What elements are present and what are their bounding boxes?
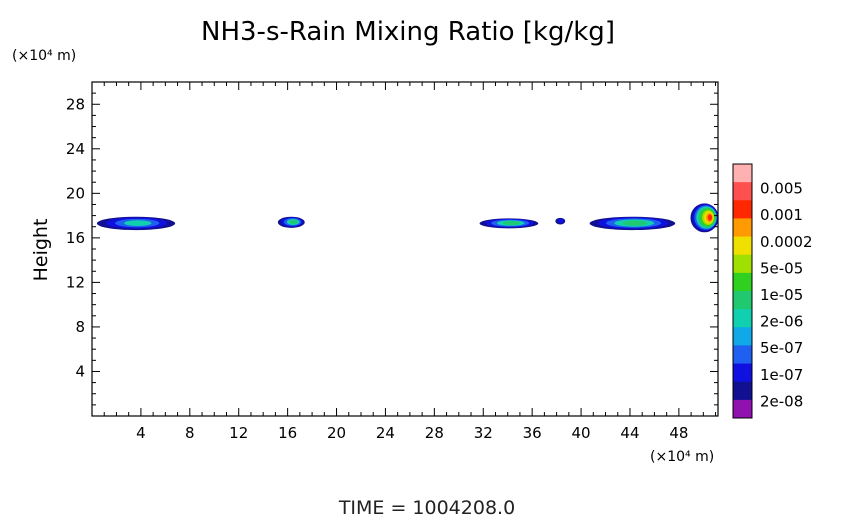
x-tick-label: 8 — [185, 424, 195, 442]
contour-feature — [479, 218, 539, 229]
contour-level — [557, 218, 564, 224]
contour-level — [707, 214, 713, 221]
colorbar — [732, 163, 753, 419]
x-tick-label: 24 — [376, 424, 395, 442]
colorbar-swatch — [733, 309, 752, 328]
contour-feature — [589, 216, 676, 231]
axis-ticks — [92, 82, 718, 416]
colorbar-swatch — [733, 399, 752, 419]
x-tick-label: 16 — [278, 424, 297, 442]
colorbar-swatch — [733, 218, 752, 238]
colorbar-swatch — [733, 327, 752, 346]
x-tick-label: 48 — [669, 424, 688, 442]
colorbar-label: 0.001 — [760, 206, 803, 224]
colorbar-label: 1e-07 — [760, 366, 803, 384]
contour-level — [289, 219, 298, 225]
plot-frame — [91, 81, 719, 417]
colorbar-swatch — [733, 182, 752, 201]
colorbar-swatch — [733, 200, 752, 219]
y-tick-label: 20 — [66, 184, 85, 202]
x-tick-label: 32 — [474, 424, 493, 442]
time-label: TIME = 1004208.0 — [338, 497, 515, 519]
contour-feature — [277, 216, 305, 228]
y-tick-label: 16 — [66, 229, 85, 247]
y-tick-label: 8 — [75, 318, 85, 336]
y-tick-label: 28 — [66, 95, 85, 113]
colorbar-label: 5e-05 — [760, 259, 803, 277]
colorbar-swatch — [733, 291, 752, 310]
colorbar-label: 2e-08 — [760, 392, 803, 410]
x-tick-label: 12 — [229, 424, 248, 442]
contour-level — [502, 221, 520, 225]
x-tick-label: 20 — [327, 424, 346, 442]
y-tick-label: 24 — [66, 140, 85, 158]
colorbar-label: 5e-07 — [760, 339, 803, 357]
colorbar-label: 2e-06 — [760, 313, 803, 331]
x-tick-label: 36 — [523, 424, 542, 442]
colorbar-swatch — [733, 236, 752, 256]
x-tick-label: 28 — [425, 424, 444, 442]
colorbar-swatch — [733, 363, 752, 383]
x-tick-label: 40 — [572, 424, 591, 442]
contour-feature — [96, 216, 176, 231]
colorbar-label: 0.0002 — [760, 233, 813, 251]
colorbar-swatch — [733, 272, 752, 292]
x-tick-label: 44 — [620, 424, 639, 442]
colorbar-swatch — [733, 381, 752, 401]
contour-level — [622, 220, 648, 226]
colorbar-label: 0.005 — [760, 180, 803, 198]
y-axis-label: Height — [30, 219, 52, 282]
x-axis-unit: (×10⁴ m) — [650, 449, 714, 465]
y-axis-unit: (×10⁴ m) — [12, 48, 76, 64]
contour-feature — [690, 203, 719, 233]
y-tick-label: 4 — [75, 362, 85, 380]
contour-level — [124, 220, 152, 226]
colorbar-labels: 0.005 0.001 0.0002 5e-05 1e-05 2e-06 5e-07 1e-0… — [760, 180, 813, 411]
colorbar-swatch — [733, 164, 752, 183]
colorbar-label: 1e-05 — [760, 286, 803, 304]
y-tick-label: 12 — [66, 273, 85, 291]
colorbar-frame — [732, 163, 753, 419]
contour-feature — [555, 217, 566, 225]
x-tick-label: 4 — [136, 424, 146, 442]
colorbar-swatch — [733, 345, 752, 365]
contour-field — [96, 203, 719, 233]
chart-title: NH3-s-Rain Mixing Ratio [kg/kg] — [201, 17, 615, 47]
colorbar-swatch — [733, 254, 752, 274]
